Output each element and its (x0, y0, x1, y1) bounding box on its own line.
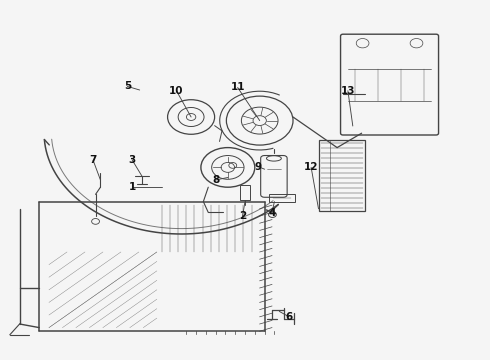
Text: 7: 7 (89, 155, 97, 165)
Bar (318, 140, 365, 211)
Text: 12: 12 (304, 162, 318, 172)
Text: 1: 1 (129, 182, 136, 192)
Text: 5: 5 (124, 81, 131, 91)
Text: 2: 2 (239, 211, 246, 221)
Text: 4: 4 (268, 208, 276, 218)
Text: 10: 10 (169, 86, 184, 96)
Text: 8: 8 (212, 175, 219, 185)
Text: 13: 13 (341, 86, 355, 96)
Text: 9: 9 (255, 162, 262, 172)
Bar (240, 185, 250, 200)
Text: 3: 3 (129, 155, 136, 165)
Text: 11: 11 (230, 82, 245, 93)
Bar (269, 194, 295, 202)
Text: 6: 6 (286, 312, 293, 322)
